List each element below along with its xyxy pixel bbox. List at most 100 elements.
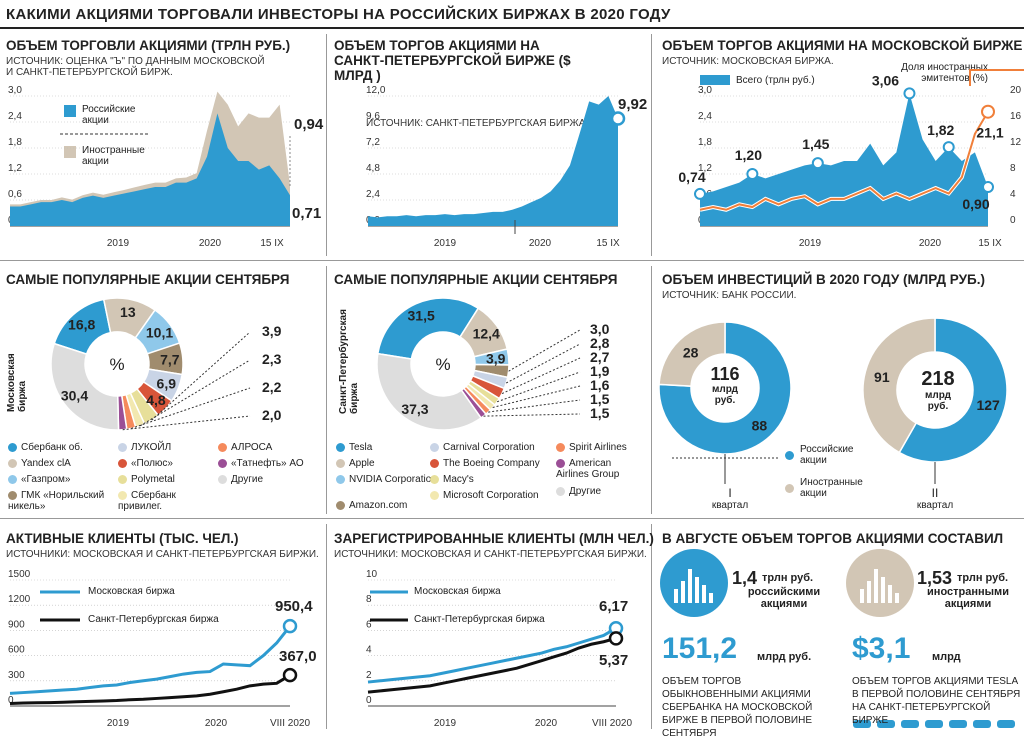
c3-ytick: 1,8 bbox=[698, 137, 712, 148]
slice-label-out: 1,9 bbox=[590, 363, 610, 379]
c3-xtick: 2019 bbox=[799, 238, 822, 249]
legend-dot bbox=[336, 442, 345, 452]
legend-item: The Boeing Company bbox=[430, 458, 545, 469]
c7-ytick: 0 bbox=[8, 695, 14, 706]
legend-label: Yandex clA bbox=[21, 458, 71, 469]
c7-xtick: VIII 2020 bbox=[270, 718, 310, 729]
legend-label: Spirit Airlines bbox=[569, 442, 627, 453]
share-line bbox=[699, 111, 989, 211]
c2-ytick: 7,2 bbox=[366, 137, 380, 148]
aug-a-bar-icon bbox=[695, 577, 699, 603]
legend-label: Carnival Corporation bbox=[443, 442, 535, 453]
car-icon bbox=[853, 720, 871, 728]
aug-b-bar-icon bbox=[860, 589, 864, 603]
legend-inv-foreign-label: Иностранные акции bbox=[800, 477, 863, 499]
c3-y2tick: 20 bbox=[1010, 85, 1022, 96]
c7-ytick: 900 bbox=[8, 619, 25, 630]
p7-legend-mos: Московская биржа bbox=[88, 586, 175, 597]
q1-rus-label: 88 bbox=[752, 417, 768, 433]
leader-line bbox=[483, 413, 581, 417]
slice-label-out: 3,9 bbox=[262, 323, 282, 339]
p8-end-mos: 6,17 bbox=[599, 598, 629, 615]
legend-rus: Российские акции bbox=[82, 104, 136, 126]
c8-ytick: 4 bbox=[366, 645, 372, 656]
chart-active-clients: 0 300 600 900 1200 1500 2019 2020 VIII 2020 bbox=[8, 569, 310, 729]
c2-xtick: 2019 bbox=[434, 238, 457, 249]
car-icon bbox=[949, 720, 967, 728]
panel7-source: ИСТОЧНИКИ: МОСКОВСКАЯ И САНКТ-ПЕТЕРБУРГС… bbox=[6, 549, 319, 560]
legend-dot bbox=[8, 490, 17, 500]
legend-item: Polymetal bbox=[118, 474, 218, 485]
spb-slice bbox=[376, 297, 480, 360]
aug-a-bar-icon bbox=[709, 593, 713, 603]
legend-inv-rus bbox=[785, 447, 798, 465]
c2-xtick: 15 IX bbox=[596, 238, 620, 249]
aug-c-desc: ОБЪЕМ ТОРГОВ ОБЫКНОВЕННЫМИ АКЦИЯМИ СБЕРБ… bbox=[662, 676, 813, 739]
divider bbox=[651, 524, 652, 729]
legend-item: АЛРОСА bbox=[218, 442, 318, 453]
legend-item: Tesla bbox=[336, 442, 451, 453]
p8-end-spb: 5,37 bbox=[599, 652, 629, 669]
q2-slice bbox=[898, 317, 1008, 463]
panel1-title: ОБЪЕМ ТОРГОВЛИ АКЦИЯМИ (ТРЛН РУБ.) bbox=[6, 38, 291, 53]
divider bbox=[326, 524, 327, 729]
legend-label: Macy's bbox=[443, 474, 474, 485]
divider bbox=[651, 266, 652, 514]
panel9-title: В АВГУСТЕ ОБЪЕМ ТОРГОВ АКЦИЯМИ СОСТАВИЛ bbox=[662, 531, 1004, 546]
legend-dot bbox=[556, 486, 565, 496]
p7-end-mos: 950,4 bbox=[275, 598, 313, 615]
legend-label: Tesla bbox=[349, 442, 373, 453]
legend-dot bbox=[336, 458, 345, 468]
area-spb bbox=[368, 96, 618, 226]
legend-item: NVIDIA Corporation bbox=[336, 474, 451, 485]
c3-y2tick: 0 bbox=[1010, 215, 1016, 226]
legend-item: Amazon.com bbox=[336, 500, 451, 511]
c2-ytick: 12,0 bbox=[366, 85, 386, 96]
c3-y2tick: 8 bbox=[1010, 163, 1016, 174]
legend-dot bbox=[118, 442, 127, 452]
divider bbox=[0, 518, 1024, 519]
legend-swatch-rus bbox=[64, 105, 76, 117]
q2-rus-label: 127 bbox=[976, 397, 1000, 413]
c3-y2tick: 12 bbox=[1010, 137, 1022, 148]
legend-dot bbox=[336, 474, 345, 484]
c8-xtick: VIII 2020 bbox=[592, 718, 632, 729]
c1-ytick: 1,2 bbox=[8, 163, 22, 174]
c1-ytick: 2,4 bbox=[8, 111, 22, 122]
panel4-title: САМЫЕ ПОПУЛЯРНЫЕ АКЦИИ СЕНТЯБРЯ bbox=[6, 272, 290, 287]
value-point bbox=[746, 168, 759, 180]
car-icon bbox=[997, 720, 1015, 728]
legend-dot bbox=[218, 474, 227, 484]
legend-label: Microsoft Corporation bbox=[443, 490, 539, 501]
c7-ytick: 600 bbox=[8, 645, 25, 656]
legend-item: Macy's bbox=[430, 474, 545, 485]
panel2-title: ОБЪЕМ ТОРГОВ АКЦИЯМИ НА САНКТ-ПЕТЕРБУРГС… bbox=[334, 38, 571, 83]
value-label: 1,45 bbox=[802, 136, 829, 152]
car-icon bbox=[973, 720, 991, 728]
aug-b-bar-icon bbox=[867, 581, 871, 603]
q2-foreign-label: 91 bbox=[874, 369, 890, 385]
c7-ytick: 300 bbox=[8, 670, 25, 681]
q1-unit: млрд руб. bbox=[712, 384, 738, 406]
q1-slice bbox=[658, 321, 726, 387]
aug-a-bar-icon bbox=[702, 585, 706, 603]
c3-y2tick: 4 bbox=[1010, 189, 1016, 200]
panel8-source: ИСТОЧНИКИ: МОСКОВСКАЯ И САНКТ-ПЕТЕРБУРГС… bbox=[334, 549, 647, 560]
c3-ytick: 2,4 bbox=[698, 111, 712, 122]
legend-swatch-total bbox=[700, 75, 730, 85]
value-point bbox=[694, 187, 706, 200]
donut-center: % bbox=[109, 355, 124, 374]
q1-label: I bbox=[728, 486, 732, 500]
aug-c-val: 151,2 bbox=[662, 632, 738, 665]
legend-inv-rus-label: Российские акции bbox=[800, 444, 854, 466]
legend-item: «Татнефть» АО bbox=[218, 458, 318, 469]
q2-unit: млрд руб. bbox=[925, 390, 951, 412]
c1-ytick: 3,0 bbox=[8, 85, 22, 96]
q1-quarter: квартал bbox=[711, 500, 749, 511]
legend-dot bbox=[118, 474, 127, 484]
value-label: 3,06 bbox=[872, 72, 899, 88]
legend-label: ГМК «Норильский никель» bbox=[8, 490, 105, 512]
